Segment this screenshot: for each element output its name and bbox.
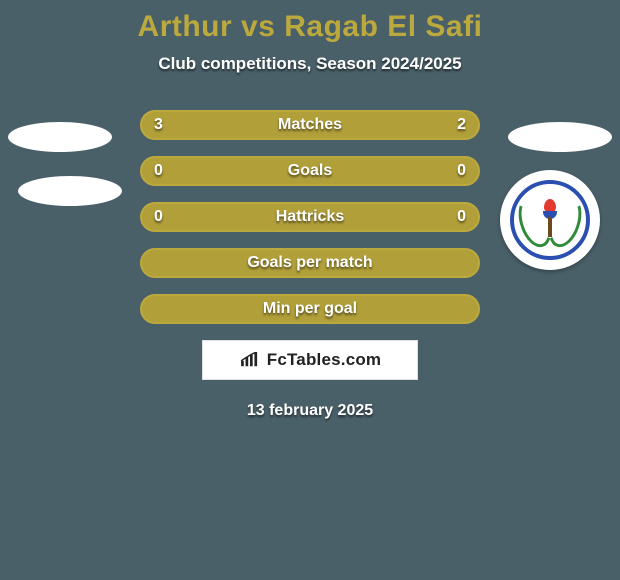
bar-chart-icon [239, 352, 261, 368]
stat-row: 0 Goals 0 [140, 156, 480, 186]
stat-row: Goals per match [140, 248, 480, 278]
stat-value-left: 0 [154, 202, 163, 232]
stat-row: 3 Matches 2 [140, 110, 480, 140]
branding-text: FcTables.com [267, 350, 382, 370]
stat-value-right: 0 [457, 156, 466, 186]
stat-bar [140, 110, 480, 140]
stat-value-left: 3 [154, 110, 163, 140]
page-subtitle: Club competitions, Season 2024/2025 [0, 54, 620, 74]
comparison-card: Arthur vs Ragab El Safi Club competition… [0, 0, 620, 580]
stat-value-left: 0 [154, 156, 163, 186]
page-title: Arthur vs Ragab El Safi [0, 0, 620, 44]
stat-row: Min per goal [140, 294, 480, 324]
stat-bar [140, 294, 480, 324]
stat-value-right: 0 [457, 202, 466, 232]
stat-value-right: 2 [457, 110, 466, 140]
branding-box: FcTables.com [202, 340, 418, 380]
stat-bar [140, 156, 480, 186]
stat-row: 0 Hattricks 0 [140, 202, 480, 232]
stat-bar [140, 202, 480, 232]
stats-list: 3 Matches 2 0 Goals 0 0 Hattricks 0 Goal… [0, 110, 620, 324]
footer-date: 13 february 2025 [0, 402, 620, 420]
stat-bar [140, 248, 480, 278]
